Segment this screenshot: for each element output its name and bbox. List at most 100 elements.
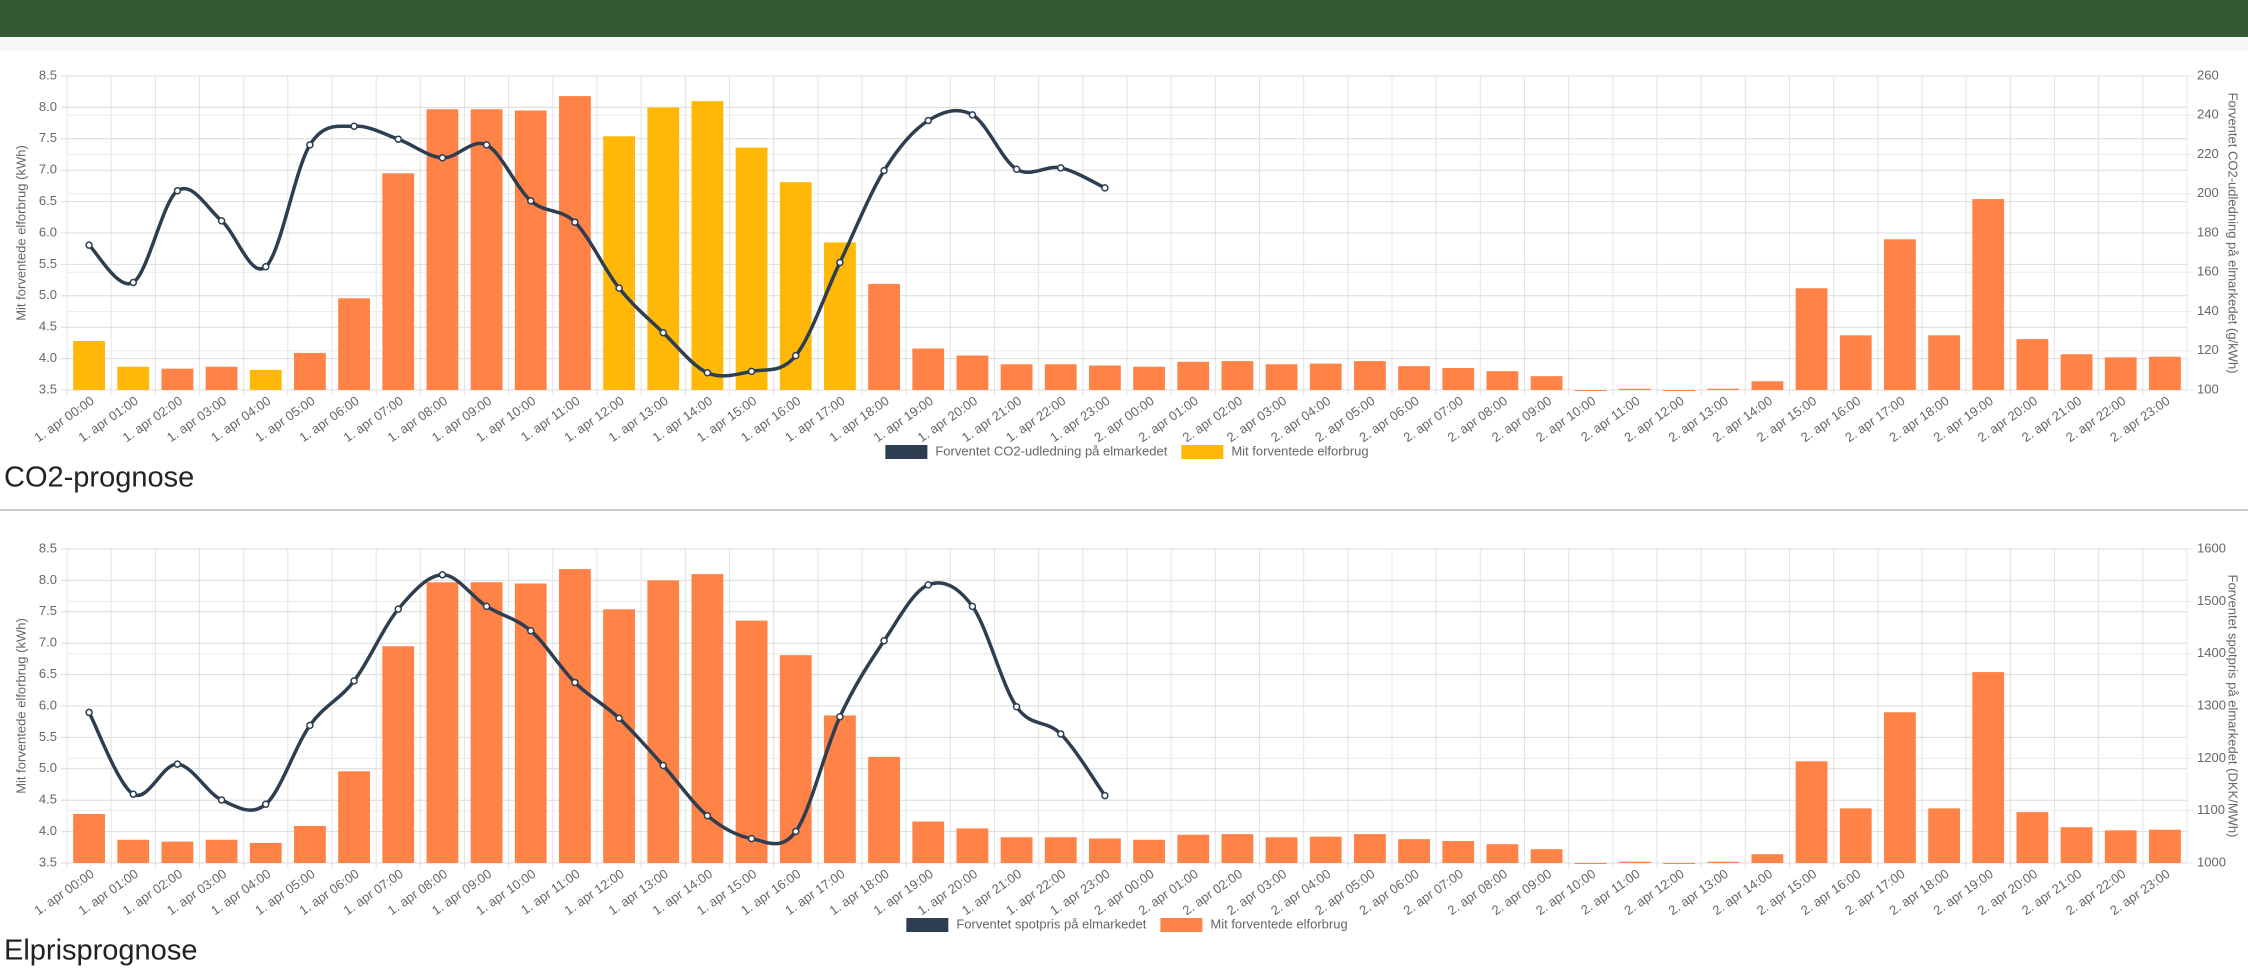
line-point <box>217 217 226 225</box>
bar <box>868 756 900 863</box>
bar <box>2060 827 2093 863</box>
line-point <box>1012 165 1021 173</box>
bar <box>1486 844 1519 863</box>
y-tick-label: 3.5 <box>39 381 57 396</box>
y-tick-label: 6.5 <box>39 666 57 681</box>
bar <box>1133 839 1165 863</box>
bar <box>1928 335 1960 390</box>
bar <box>868 283 900 390</box>
bar <box>1000 837 1033 863</box>
bar <box>1221 361 1254 390</box>
line-point <box>747 367 756 376</box>
legend-label: Forventet CO2-udledning på elmarkedet <box>935 443 1167 458</box>
line-point <box>306 141 314 149</box>
y-tick-label: 4.5 <box>39 319 57 334</box>
bar <box>647 580 680 863</box>
legend-swatch <box>1160 918 1203 932</box>
bar <box>603 609 635 863</box>
bar <box>294 352 326 390</box>
legend-swatch <box>1181 445 1224 459</box>
bar <box>426 109 459 390</box>
y-tick-label: 5.5 <box>39 256 57 271</box>
y2-tick-label: 1600 <box>2197 540 2226 555</box>
bar <box>426 582 459 863</box>
bar <box>73 341 105 390</box>
y2-tick-label: 1200 <box>2197 750 2226 765</box>
bar <box>1530 849 1563 863</box>
line-point <box>527 626 535 635</box>
line-point <box>1012 702 1021 711</box>
bar <box>912 348 945 390</box>
y-tick-label: 8.5 <box>39 67 57 82</box>
y2-tick-label: 1000 <box>2197 854 2226 869</box>
top-bar <box>0 0 2248 37</box>
bar <box>161 841 194 863</box>
line-point <box>85 708 93 717</box>
bar <box>2016 339 2049 390</box>
y2-tick-label: 120 <box>2197 342 2219 357</box>
bar <box>514 110 547 390</box>
bar <box>1486 371 1519 390</box>
line-point <box>438 154 447 162</box>
bar <box>1619 388 1651 390</box>
line-point <box>703 368 712 377</box>
y2-tick-label: 160 <box>2197 264 2219 279</box>
line-point <box>571 218 579 226</box>
bar <box>205 839 238 863</box>
bar <box>1265 837 1298 863</box>
bar <box>1530 376 1563 390</box>
y-tick-label: 8.5 <box>39 540 57 555</box>
line-point <box>350 677 358 685</box>
y2-tick-label: 220 <box>2197 146 2219 161</box>
bar <box>647 107 680 391</box>
y2-tick-label: 260 <box>2197 67 2219 82</box>
bar <box>1044 837 1077 863</box>
y-tick-label: 6.0 <box>39 224 57 239</box>
y-tick-label: 8.0 <box>39 572 57 587</box>
bar <box>824 242 856 390</box>
bar <box>249 842 282 863</box>
y2-axis-title: Forventet spotpris på elmarkedet (DKK/MW… <box>2226 575 2241 838</box>
line-point <box>262 800 270 808</box>
line-point <box>173 760 182 768</box>
bar <box>1574 863 1607 864</box>
line-point <box>1057 730 1065 738</box>
y-axis-title: Mit forventede elforbrug (kWh) <box>13 618 28 794</box>
bar <box>382 646 415 863</box>
line-point <box>615 284 623 292</box>
bar <box>1442 368 1475 390</box>
line-point <box>350 122 358 130</box>
line-point <box>217 796 226 804</box>
bar <box>735 620 768 863</box>
bar <box>1089 365 1121 390</box>
line-point <box>527 197 535 205</box>
line-point <box>792 827 800 836</box>
bar <box>117 366 150 390</box>
bar <box>559 569 591 863</box>
legend-label: Forventet spotpris på elmarkedet <box>956 916 1146 931</box>
bar <box>1795 288 1828 390</box>
bar <box>912 821 945 863</box>
line-point <box>836 258 844 267</box>
line-point <box>571 678 579 687</box>
bar <box>1795 761 1828 863</box>
bar <box>1398 366 1430 390</box>
line-point <box>173 187 182 195</box>
y2-tick-label: 240 <box>2197 107 2219 122</box>
line-point <box>615 714 623 722</box>
separator <box>0 509 2248 511</box>
line-point <box>262 263 270 271</box>
y2-tick-label: 1400 <box>2197 645 2226 660</box>
y-tick-label: 7.0 <box>39 635 57 650</box>
bar <box>294 825 326 863</box>
bar <box>1972 199 2005 390</box>
y2-tick-label: 200 <box>2197 185 2219 200</box>
line-point <box>482 602 491 611</box>
bar <box>1839 808 1872 863</box>
legend-swatch <box>885 445 928 459</box>
bar <box>956 355 989 390</box>
line-point <box>1057 164 1065 172</box>
line-point <box>306 721 314 730</box>
